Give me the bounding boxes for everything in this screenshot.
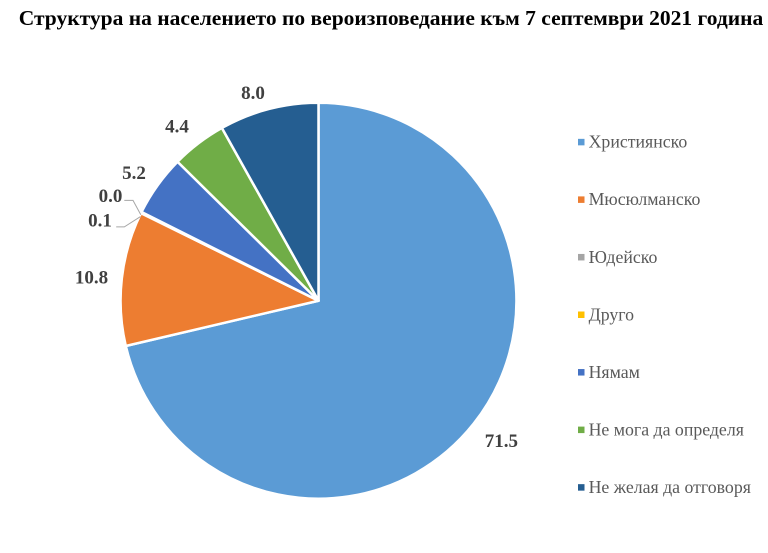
svg-text:71.5: 71.5 (485, 431, 518, 452)
svg-text:Нямам: Нямам (589, 362, 640, 382)
svg-text:Християнско: Християнско (589, 132, 688, 152)
svg-text:8.0: 8.0 (241, 83, 265, 104)
svg-text:0.1: 0.1 (88, 210, 112, 231)
svg-text:Мюсюлманско: Мюсюлманско (589, 189, 701, 209)
svg-text:0.0: 0.0 (99, 186, 123, 207)
svg-text:Юдейско: Юдейско (589, 247, 658, 267)
svg-text:4.4: 4.4 (165, 117, 189, 138)
svg-text:10.8: 10.8 (75, 267, 108, 288)
svg-text:5.2: 5.2 (122, 163, 146, 184)
svg-text:Структура на населението по ве: Структура на населението по вероизповеда… (19, 6, 764, 30)
svg-text:Не желая да отговоря: Не желая да отговоря (589, 477, 751, 497)
svg-text:Не мога да определя: Не мога да определя (589, 419, 744, 439)
svg-text:Друго: Друго (589, 304, 635, 324)
